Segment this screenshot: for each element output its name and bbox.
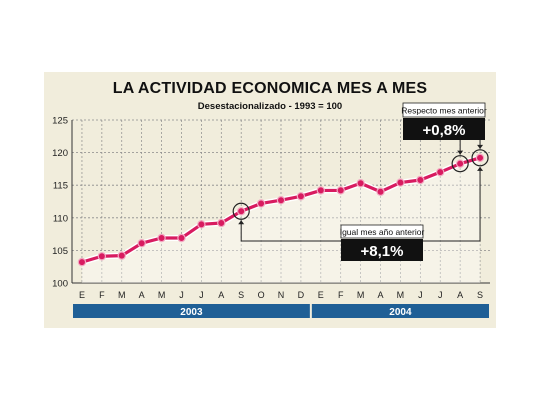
data-point bbox=[376, 187, 385, 196]
x-tick-label: F bbox=[338, 290, 344, 300]
x-tick-label: S bbox=[477, 290, 483, 300]
highlight-circle bbox=[471, 149, 489, 167]
x-tick-label: S bbox=[238, 290, 244, 300]
x-tick-label: A bbox=[218, 290, 224, 300]
annotation-value-box bbox=[403, 118, 485, 140]
x-tick-label: M bbox=[118, 290, 126, 300]
y-tick-label: 115 bbox=[53, 181, 68, 192]
data-point bbox=[336, 186, 345, 195]
annotation-label: Igual mes año anterior bbox=[340, 227, 425, 237]
x-tick-label: M bbox=[397, 290, 405, 300]
x-tick-label: J bbox=[199, 290, 204, 300]
data-point bbox=[296, 192, 306, 201]
data-point bbox=[416, 175, 425, 185]
year-band bbox=[311, 304, 489, 318]
data-point bbox=[356, 179, 365, 188]
annotation-value: +8,1% bbox=[361, 243, 404, 260]
data-point bbox=[197, 220, 206, 229]
x-tick-label: J bbox=[179, 290, 184, 300]
x-tick-label: J bbox=[418, 290, 423, 300]
year-label: 2004 bbox=[389, 307, 412, 318]
arrow-head bbox=[457, 150, 464, 155]
annotation-label-box bbox=[402, 102, 486, 118]
x-tick-label: O bbox=[258, 290, 265, 300]
y-tick-label: 110 bbox=[53, 213, 68, 224]
x-tick-label: D bbox=[298, 290, 305, 300]
x-tick-label: F bbox=[99, 290, 105, 300]
x-tick-label: E bbox=[79, 290, 85, 300]
x-tick-label: A bbox=[139, 290, 145, 300]
annotation-value-box bbox=[341, 239, 423, 261]
annotation-arrow bbox=[423, 166, 481, 242]
arrow-head bbox=[477, 144, 484, 149]
x-tick-label: E bbox=[318, 290, 324, 300]
data-point bbox=[455, 159, 465, 168]
annotation-arrow bbox=[240, 220, 341, 242]
data-point bbox=[475, 153, 485, 163]
year-label: 2003 bbox=[180, 307, 203, 318]
data-point bbox=[236, 207, 246, 216]
x-tick-label: M bbox=[158, 290, 166, 300]
y-tick-label: 120 bbox=[52, 148, 68, 159]
arrow-head bbox=[477, 166, 484, 171]
data-point bbox=[157, 233, 166, 243]
highlight-circle bbox=[451, 155, 469, 173]
y-tick-label: 125 bbox=[52, 116, 68, 127]
data-point bbox=[316, 186, 326, 195]
chart-title: LA ACTIVIDAD ECONOMICA MES A MES bbox=[112, 80, 428, 97]
annotation-value: +0,8% bbox=[423, 122, 466, 139]
x-tick-label: A bbox=[457, 290, 463, 300]
x-tick-label: A bbox=[378, 290, 384, 300]
data-point bbox=[177, 233, 186, 243]
data-point bbox=[77, 257, 87, 267]
x-tick-label: N bbox=[278, 290, 285, 300]
data-point bbox=[436, 167, 445, 177]
data-point bbox=[256, 199, 266, 208]
data-point bbox=[217, 218, 226, 228]
annotation-label-box bbox=[340, 224, 424, 239]
y-tick-label: 100 bbox=[52, 279, 68, 290]
chart-subtitle: Desestacionalizado - 1993 = 100 bbox=[197, 101, 343, 112]
y-tick-label: 105 bbox=[52, 246, 68, 257]
data-point bbox=[97, 252, 107, 261]
data-point bbox=[276, 195, 286, 205]
highlight-circle bbox=[232, 202, 250, 220]
x-tick-label: M bbox=[357, 290, 365, 300]
data-point bbox=[396, 178, 405, 187]
data-point bbox=[137, 239, 146, 248]
year-band bbox=[73, 304, 310, 318]
annotation-label: Respecto mes anterior bbox=[401, 106, 487, 116]
data-point bbox=[117, 251, 126, 260]
arrow-head bbox=[238, 220, 245, 225]
x-tick-label: J bbox=[438, 290, 443, 300]
